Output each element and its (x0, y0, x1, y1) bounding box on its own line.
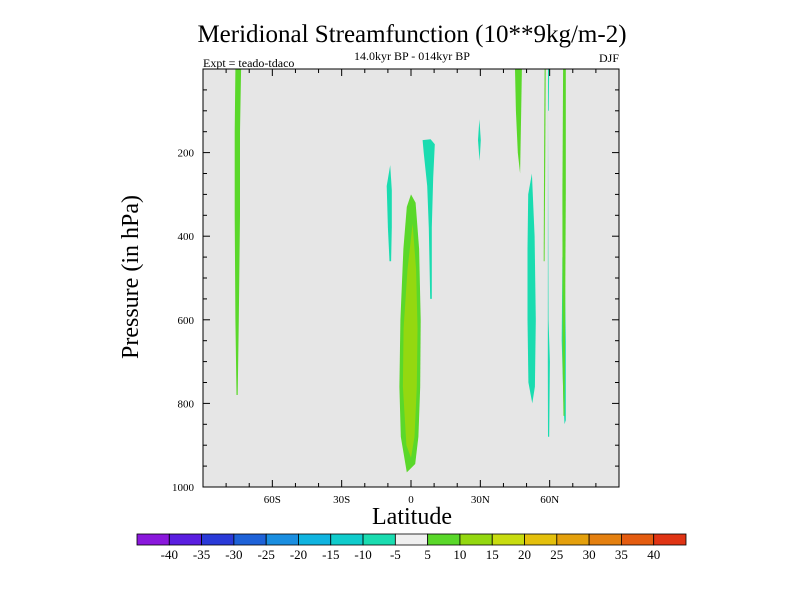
colorbar-label: 10 (453, 547, 466, 562)
colorbar-box (588, 533, 622, 546)
chart-title: Meridional Streamfunction (10**9kg/m-2) (197, 21, 626, 48)
region-eq-plus10 (402, 223, 418, 458)
region-70s-plus5 (234, 69, 242, 395)
colorbar-label: -20 (290, 547, 307, 562)
region-52n-minus5 (527, 173, 536, 404)
colorbar-label: -5 (390, 547, 401, 562)
colorbar-box (265, 533, 299, 546)
colorbar-box (298, 533, 332, 546)
colorbar-box (459, 533, 493, 546)
experiment-label: Expt = teado-tdaco (203, 56, 294, 70)
colorbar-label: -10 (354, 547, 371, 562)
colorbar-label: -30 (225, 547, 242, 562)
region-46n-plus5 (515, 69, 522, 174)
colorbar-box (653, 533, 687, 546)
colorbar-label: 40 (647, 547, 660, 562)
colorbar-box (330, 533, 364, 546)
colorbar-box (621, 533, 655, 546)
y-tick-label: 400 (178, 231, 195, 243)
colorbar-box (233, 533, 267, 546)
colorbar-box (491, 533, 525, 546)
region-57n-plus5 (543, 69, 546, 262)
colorbar-box (524, 533, 558, 546)
contour-regions (234, 69, 566, 473)
region-66n-plus5 (562, 69, 566, 416)
colorbar-label: -35 (193, 547, 210, 562)
x-axis-label: Latitude (372, 504, 452, 530)
colorbar-label: 35 (615, 547, 628, 562)
colorbar-box (136, 533, 170, 546)
region-59n-minus5 (547, 69, 550, 437)
x-tick-label: 30S (333, 494, 350, 506)
colorbar-box (168, 533, 202, 546)
colorbar-box (427, 533, 461, 546)
colorbar-label: -25 (258, 547, 275, 562)
region-8s-minus5 (386, 165, 392, 262)
plot-frame (202, 68, 620, 488)
x-tick-label: 60N (540, 494, 559, 506)
colorbar-label: 30 (583, 547, 596, 562)
colorbar-label: 5 (424, 547, 431, 562)
y-tick-label: 800 (178, 398, 195, 410)
colorbar-label: -40 (161, 547, 178, 562)
x-tick-label: 30N (471, 494, 490, 506)
colorbar-box (394, 533, 429, 546)
region-29n-minus5 (478, 119, 481, 161)
y-tick-label: 600 (178, 315, 195, 327)
y-axis-label: Pressure (in hPa) (118, 195, 144, 359)
chart-subtitle: 14.0kyr BP - 014kyr BP (354, 49, 470, 63)
colorbar-box (201, 533, 235, 546)
region-7n-minus5 (422, 139, 435, 299)
colorbar-label: 25 (550, 547, 563, 562)
colorbar-box (556, 533, 590, 546)
x-tick-label: 0 (408, 494, 414, 506)
colorbar-label: 20 (518, 547, 531, 562)
colorbar: -40 -35 -30 -25 -20 -15 -10 -5 5 10 15 20 25 30 35 40 (136, 533, 687, 562)
colorbar-box (362, 533, 396, 546)
y-tick-label: 1000 (172, 482, 195, 494)
colorbar-label: 15 (486, 547, 499, 562)
y-tick-label: 200 (178, 148, 195, 160)
x-tick-label: 60S (264, 494, 281, 506)
colorbar-label: -15 (322, 547, 339, 562)
season-label: DJF (599, 51, 619, 65)
